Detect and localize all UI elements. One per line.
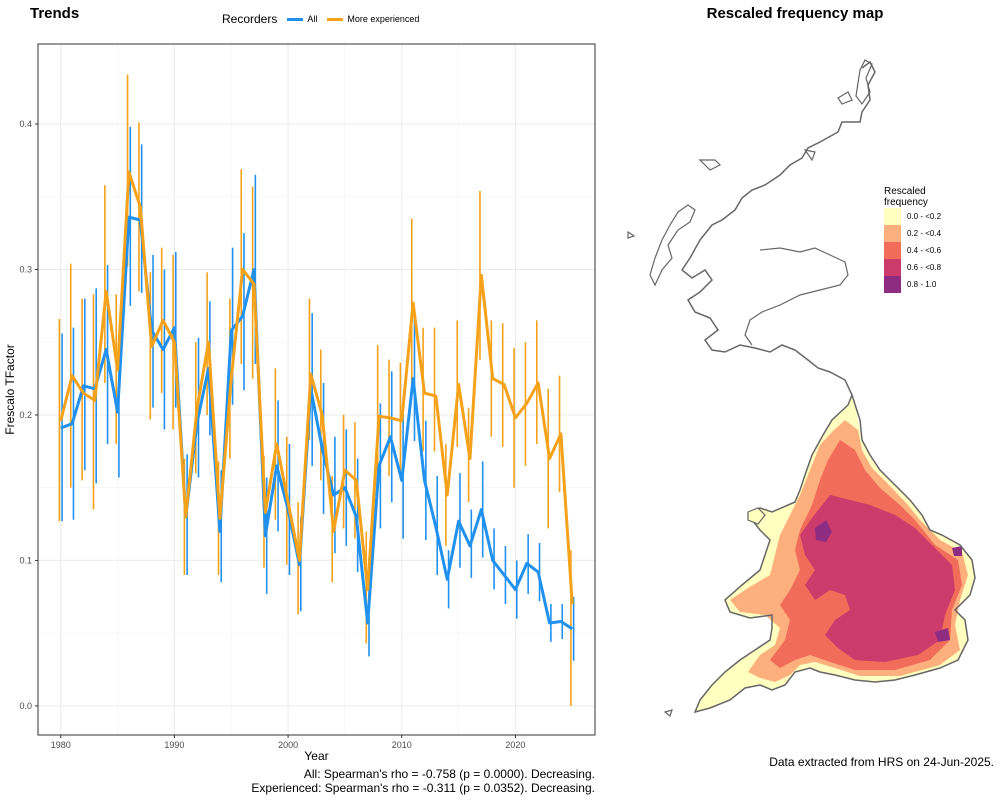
map-legend-row: 0.4 - <0.6 bbox=[884, 242, 954, 259]
map-outline-northern-isles bbox=[837, 59, 873, 106]
map-title: Rescaled frequency map bbox=[706, 5, 884, 22]
map-legend-label: 0.2 - <0.4 bbox=[907, 229, 942, 238]
map-legend-row: 0.2 - <0.4 bbox=[884, 225, 954, 242]
legend-swatch-experienced bbox=[327, 17, 344, 21]
stats-line-experienced: Experienced: Spearman's rho = -0.311 (p … bbox=[251, 781, 595, 795]
map-region-band5c bbox=[952, 546, 962, 556]
map-legend-title: Rescaled frequency bbox=[884, 186, 928, 208]
map-legend-swatch bbox=[884, 242, 901, 259]
map-region-band4 bbox=[800, 495, 955, 662]
y-tick-label: 0.4 bbox=[19, 119, 32, 129]
map-region-band5 bbox=[815, 520, 832, 542]
series-line bbox=[59, 170, 574, 605]
x-tick-label: 1990 bbox=[164, 740, 184, 750]
map-outline-west-coast bbox=[744, 247, 849, 346]
legend-item-experienced: More experienced bbox=[327, 14, 419, 24]
map-legend-row: 0.6 - <0.8 bbox=[884, 259, 954, 276]
x-tick-label: 1980 bbox=[51, 740, 71, 750]
trends-chart: 0.0 0.1 0.2 0.3 0.4 1980 1990 2000 2010 2020 Year F… bbox=[3, 43, 596, 763]
y-tick-label: 0.2 bbox=[19, 410, 32, 420]
map-legend-swatch bbox=[884, 208, 901, 225]
y-tick-label: 0.0 bbox=[19, 701, 32, 711]
map-legend-row: 0.0 - <0.2 bbox=[884, 208, 954, 225]
map-legend-swatch bbox=[884, 259, 901, 276]
frequency-map bbox=[627, 59, 976, 718]
x-axis-title: Year bbox=[304, 749, 328, 763]
stats-block: All: Spearman's rho = -0.758 (p = 0.0000… bbox=[160, 767, 595, 795]
map-outline-mainland bbox=[680, 60, 976, 714]
map-legend-label: 0.0 - <0.2 bbox=[907, 212, 942, 221]
plot-border bbox=[37, 43, 596, 736]
legend-item-all: All bbox=[287, 14, 317, 24]
map-legend-swatch bbox=[884, 225, 901, 242]
map-legend-label: 0.4 - <0.6 bbox=[907, 246, 942, 255]
x-tick-label: 2000 bbox=[278, 740, 298, 750]
legend-swatch-all bbox=[287, 17, 304, 21]
map-legend-swatch bbox=[884, 276, 901, 293]
legend-label-all: All bbox=[307, 14, 318, 24]
y-tick-label: 0.1 bbox=[19, 555, 32, 565]
map-legend-label: 0.6 - <0.8 bbox=[907, 263, 942, 272]
x-tick-label: 2020 bbox=[505, 740, 525, 750]
map-legend-row: 0.8 - 1.0 bbox=[884, 276, 954, 293]
y-tick-label: 0.3 bbox=[19, 264, 32, 274]
chart-legend: Recorders All More experienced bbox=[222, 12, 419, 26]
trends-title: Trends bbox=[30, 5, 80, 22]
data-credit: Data extracted from HRS on 24-Jun-2025. bbox=[769, 755, 994, 769]
legend-label-experienced: More experienced bbox=[347, 14, 420, 24]
legend-title: Recorders bbox=[222, 12, 278, 26]
x-tick-label: 2010 bbox=[392, 740, 412, 750]
map-region-band5b bbox=[935, 628, 950, 642]
stats-line-all: All: Spearman's rho = -0.758 (p = 0.0000… bbox=[303, 767, 595, 781]
map-legend: Rescaled frequency 0.0 - <0.2 0.2 - <0.4… bbox=[884, 186, 954, 293]
map-outline-anglesey bbox=[747, 507, 766, 525]
map-outline-islands bbox=[627, 149, 816, 718]
y-axis-title: Frescalo TFactor bbox=[3, 344, 17, 434]
map-legend-label: 0.8 - 1.0 bbox=[907, 280, 937, 289]
